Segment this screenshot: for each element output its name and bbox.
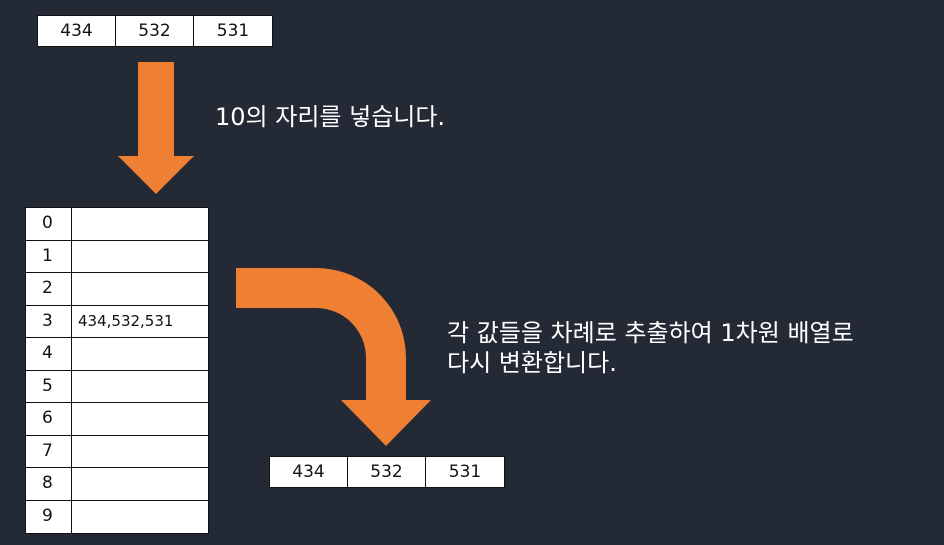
bucket-index: 6 [26, 403, 72, 435]
bucket-index: 5 [26, 370, 72, 402]
bucket-values [72, 273, 208, 305]
bucket-table: 0 1 2 3 434,532,531 4 5 6 7 8 9 [25, 207, 209, 534]
bucket-values [72, 436, 208, 468]
bucket-values [72, 468, 208, 500]
caption-extract-line-1: 각 값들을 차례로 추출하여 1차원 배열로 [447, 319, 854, 347]
array-cell: 434 [270, 457, 348, 487]
bucket-index: 1 [26, 240, 72, 272]
bucket-values [72, 208, 208, 240]
bucket-row: 9 [26, 500, 208, 534]
down-arrow-icon [118, 62, 194, 194]
bucket-row: 6 [26, 403, 208, 436]
caption-extract-line-2: 다시 변환합니다. [447, 349, 617, 377]
bucket-row: 5 [26, 370, 208, 403]
bucket-values [72, 501, 208, 534]
bucket-row: 1 [26, 240, 208, 273]
bucket-row: 0 [26, 208, 208, 241]
bucket-index: 3 [26, 305, 72, 337]
array-cell: 532 [348, 457, 426, 487]
caption-insert-tens: 10의 자리를 넣습니다. [215, 103, 446, 131]
bucket-index: 7 [26, 435, 72, 467]
bucket-values [72, 403, 208, 435]
bucket-row: 3 434,532,531 [26, 305, 208, 338]
bucket-index: 4 [26, 338, 72, 370]
array-cell: 531 [216, 21, 250, 41]
curved-arrow-icon [236, 268, 431, 446]
input-array: 434 532 531 [37, 15, 273, 47]
array-cell: 531 [448, 462, 482, 482]
caption-extract: 각 값들을 차례로 추출하여 1차원 배열로 다시 변환합니다. [447, 318, 854, 378]
bucket-row: 8 [26, 468, 208, 501]
bucket-index: 0 [26, 208, 72, 240]
bucket-row: 2 [26, 273, 208, 306]
bucket-index: 2 [26, 273, 72, 305]
bucket-values [72, 338, 208, 370]
bucket-values [72, 241, 208, 273]
array-cell: 434 [38, 16, 116, 46]
output-array: 434 532 531 [269, 456, 505, 488]
bucket-row: 4 [26, 338, 208, 371]
bucket-values [72, 371, 208, 403]
bucket-index: 8 [26, 468, 72, 500]
array-cell: 532 [116, 16, 194, 46]
bucket-row: 7 [26, 435, 208, 468]
bucket-values: 434,532,531 [78, 311, 174, 330]
bucket-index: 9 [26, 500, 72, 533]
